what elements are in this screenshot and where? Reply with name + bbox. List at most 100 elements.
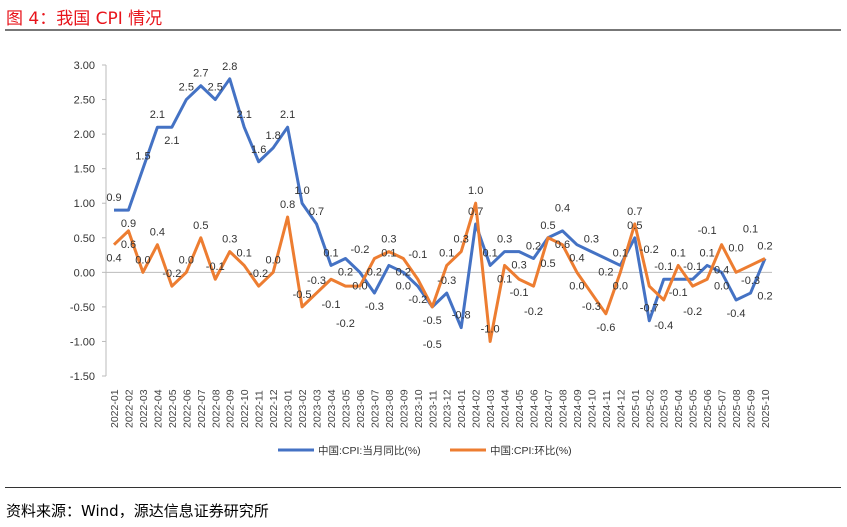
x-tick-label: 2024-01 bbox=[456, 389, 468, 428]
data-label: 0.5 bbox=[627, 220, 642, 232]
data-label: 0.0 bbox=[135, 254, 150, 266]
y-tick-label: 1.50 bbox=[74, 164, 95, 176]
x-tick-label: 2022-08 bbox=[210, 389, 222, 428]
data-label: 0.1 bbox=[497, 273, 512, 285]
data-label: 2.1 bbox=[164, 135, 179, 147]
y-tick-label: 2.50 bbox=[74, 95, 95, 107]
x-tick-label: 2025-10 bbox=[760, 389, 772, 428]
data-label: -0.1 bbox=[683, 261, 702, 273]
data-label: -0.2 bbox=[162, 268, 181, 280]
data-label: 0.1 bbox=[237, 247, 252, 259]
data-label: 0.9 bbox=[106, 192, 121, 204]
data-label: 0.5 bbox=[540, 258, 555, 270]
data-label: -0.4 bbox=[654, 320, 673, 332]
data-label: 0.3 bbox=[381, 234, 396, 246]
data-label: 0.1 bbox=[743, 223, 758, 235]
x-tick-label: 2025-07 bbox=[717, 389, 729, 428]
x-tick-label: 2025-01 bbox=[630, 389, 642, 428]
data-label: 0.4 bbox=[714, 265, 729, 277]
data-label: 2.5 bbox=[208, 82, 223, 94]
x-tick-label: 2023-08 bbox=[384, 389, 396, 428]
y-tick-label: -1.50 bbox=[70, 371, 95, 383]
data-label: 0.0 bbox=[613, 280, 628, 292]
x-tick-label: 2024-03 bbox=[485, 389, 497, 428]
x-tick-label: 2025-06 bbox=[702, 389, 714, 428]
series-line-mom bbox=[112, 201, 766, 343]
data-label: 0.5 bbox=[540, 220, 555, 232]
data-label: -0.3 bbox=[365, 301, 384, 313]
x-tick-label: 2022-09 bbox=[225, 389, 237, 428]
data-label: 0.1 bbox=[323, 247, 338, 259]
data-label: -0.4 bbox=[727, 308, 746, 320]
data-label: 0.7 bbox=[309, 206, 324, 218]
data-label: 0.6 bbox=[121, 239, 136, 251]
x-tick-label: 2022-10 bbox=[239, 389, 251, 428]
data-label: -0.3 bbox=[307, 275, 326, 287]
data-label: 0.0 bbox=[396, 280, 411, 292]
data-label: 2.1 bbox=[237, 109, 252, 121]
x-tick-label: 2023-11 bbox=[427, 390, 439, 428]
data-label: 0.1 bbox=[439, 247, 454, 259]
data-label: 2.1 bbox=[150, 109, 165, 121]
data-label: -0.6 bbox=[596, 322, 615, 334]
x-tick-label: 2023-04 bbox=[326, 389, 338, 428]
data-label: 2.5 bbox=[179, 82, 194, 94]
data-label: -0.2 bbox=[524, 306, 543, 318]
data-label: -0.3 bbox=[741, 275, 760, 287]
x-tick-label: 2022-03 bbox=[138, 389, 150, 428]
data-label: 1.8 bbox=[265, 130, 280, 142]
y-tick-label: 3.00 bbox=[74, 60, 95, 72]
data-label: -0.1 bbox=[322, 299, 341, 311]
x-tick-label: 2025-09 bbox=[746, 389, 758, 428]
data-label: -0.2 bbox=[683, 306, 702, 318]
cpi-line-chart: 3.00 2.50 2.00 1.50 1.00 0.50 0.00 -0.50 -1.00 -1… bbox=[70, 60, 773, 457]
x-tick-label: 2023-10 bbox=[413, 389, 425, 428]
data-label: 0.2 bbox=[526, 241, 541, 253]
data-label: -0.2 bbox=[640, 244, 659, 256]
y-tick-label: -1.00 bbox=[70, 336, 95, 348]
data-label: 0.1 bbox=[671, 247, 686, 259]
data-label: 2.1 bbox=[280, 109, 295, 121]
series-line-yoy bbox=[114, 77, 767, 330]
legend-label: 中国:CPI:环比(%) bbox=[490, 444, 572, 457]
x-tick-label: 2023-12 bbox=[442, 389, 454, 428]
x-tick-label: 2022-02 bbox=[123, 389, 135, 428]
data-label: 0.1 bbox=[699, 247, 714, 259]
data-label: 0.2 bbox=[598, 267, 613, 279]
x-tick-label: 2024-06 bbox=[529, 389, 541, 428]
data-label: 0.2 bbox=[338, 267, 353, 279]
y-tick-label: 2.00 bbox=[74, 129, 95, 141]
x-tick-label: 2022-12 bbox=[268, 389, 280, 428]
data-label: 0.4 bbox=[569, 253, 584, 265]
x-tick-label: 2022-05 bbox=[167, 389, 179, 428]
data-label: -0.3 bbox=[437, 275, 456, 287]
data-label: 2.8 bbox=[222, 61, 237, 73]
x-tick-label: 2023-02 bbox=[297, 389, 309, 428]
data-label: 0.2 bbox=[367, 267, 382, 279]
data-label: 0.3 bbox=[454, 234, 469, 246]
data-label: 2.7 bbox=[193, 68, 208, 80]
x-tick-label: 2022-01 bbox=[109, 389, 121, 428]
x-tick-label: 2022-06 bbox=[181, 389, 193, 428]
x-tick-label: 2022-04 bbox=[152, 389, 164, 428]
data-label: -0.1 bbox=[654, 261, 673, 273]
x-tick-label: 2025-04 bbox=[673, 389, 685, 428]
x-tick-label: 2025-03 bbox=[659, 389, 671, 428]
data-label: -0.5 bbox=[423, 315, 442, 327]
data-label: 0.4 bbox=[150, 227, 165, 239]
x-tick-label: 2023-05 bbox=[340, 389, 352, 428]
data-label: 1.5 bbox=[135, 151, 150, 163]
x-tick-label: 2025-02 bbox=[644, 389, 656, 428]
x-tick-label: 2024-09 bbox=[572, 389, 584, 428]
x-tick-label: 2023-01 bbox=[283, 389, 295, 428]
x-tick-label: 2024-04 bbox=[500, 389, 512, 428]
data-label: 0.0 bbox=[728, 242, 743, 254]
data-label: 0.9 bbox=[121, 218, 136, 230]
data-label: 0.5 bbox=[193, 220, 208, 232]
data-label: 0.0 bbox=[179, 254, 194, 266]
x-tick-label: 2023-07 bbox=[369, 389, 381, 428]
data-label: 0.0 bbox=[265, 254, 280, 266]
data-label: 1.0 bbox=[294, 185, 309, 197]
data-label: -0.1 bbox=[669, 287, 688, 299]
data-label: -0.5 bbox=[423, 339, 442, 351]
